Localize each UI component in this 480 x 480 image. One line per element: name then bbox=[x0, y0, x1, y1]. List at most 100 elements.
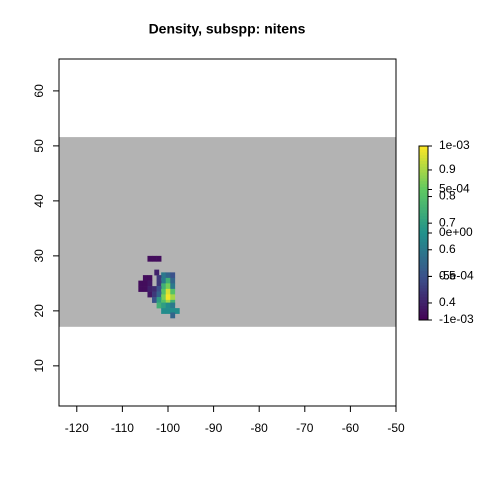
colorbar-tick-label: 0e+00 bbox=[439, 225, 473, 239]
colorbar-step bbox=[419, 299, 428, 304]
colorbar-step bbox=[419, 230, 428, 234]
raster-cell bbox=[156, 280, 162, 287]
colorbar-step bbox=[419, 224, 428, 228]
colorbar-step bbox=[419, 195, 428, 199]
raster-cell bbox=[161, 288, 167, 295]
x-tick-label: -90 bbox=[205, 421, 223, 435]
colorbar-step bbox=[419, 148, 428, 153]
raster-cell bbox=[170, 283, 176, 290]
colorbar-step bbox=[419, 317, 428, 321]
colorbar-step bbox=[419, 163, 428, 167]
plot-area bbox=[59, 137, 396, 327]
colorbar-step bbox=[419, 296, 428, 301]
colorbar-step bbox=[419, 177, 428, 182]
y-tick-label: 10 bbox=[32, 359, 46, 373]
colorbar-tick-label: -5e-04 bbox=[439, 269, 474, 283]
raster-cell bbox=[142, 286, 148, 292]
colorbar-step bbox=[419, 233, 428, 237]
raster-cell bbox=[165, 277, 171, 284]
x-tick-label: -80 bbox=[251, 421, 269, 435]
raster-cell bbox=[170, 272, 176, 279]
colorbar-step bbox=[419, 160, 428, 164]
colorbar-step bbox=[419, 212, 428, 217]
colorbar-step bbox=[419, 247, 428, 251]
raster-cell bbox=[165, 308, 171, 314]
y-tick-label: 30 bbox=[32, 249, 46, 263]
raster-cell bbox=[170, 294, 176, 301]
raster-cell bbox=[156, 286, 162, 292]
colorbar-step bbox=[419, 221, 428, 225]
raster-cell bbox=[170, 308, 176, 314]
raster-cell bbox=[152, 255, 157, 262]
raster-cell bbox=[156, 255, 162, 262]
colorbar-step bbox=[419, 264, 428, 269]
raster-cell bbox=[147, 275, 153, 281]
colorbar-step bbox=[419, 273, 428, 277]
colorbar-step bbox=[419, 293, 428, 298]
raster-cell bbox=[170, 288, 176, 295]
colorbar-step bbox=[419, 183, 428, 188]
y-tick-label: 60 bbox=[32, 84, 46, 98]
colorbar-step bbox=[419, 308, 428, 312]
colorbar-step bbox=[419, 201, 428, 205]
colorbar-step bbox=[419, 314, 428, 318]
colorbar-step bbox=[419, 180, 428, 185]
colorbar-step bbox=[419, 241, 428, 246]
colorbar-tick-label: 5e-04 bbox=[439, 182, 470, 196]
colorbar-step bbox=[419, 172, 428, 176]
raster-cell bbox=[156, 297, 162, 303]
colorbar-step bbox=[419, 206, 428, 211]
colorbar-step bbox=[419, 256, 428, 260]
raster-cell bbox=[174, 308, 180, 314]
colorbar-step bbox=[419, 146, 428, 150]
raster-cell bbox=[152, 297, 157, 303]
colorbar-tick-label: 0.7 bbox=[439, 215, 456, 229]
colorbar-step bbox=[419, 285, 428, 289]
colorbar-step bbox=[419, 166, 428, 170]
x-tick-label: -110 bbox=[111, 421, 134, 435]
raster-cell bbox=[161, 308, 167, 314]
raster-cell bbox=[142, 275, 148, 281]
colorbar-step bbox=[419, 244, 428, 248]
colorbar-step bbox=[419, 259, 428, 263]
colorbar-step bbox=[419, 175, 428, 179]
colorbar-step bbox=[419, 288, 428, 292]
colorbar-tick-label: 0.8 bbox=[439, 189, 456, 203]
raster-cell bbox=[147, 291, 153, 298]
raster-cell bbox=[161, 294, 167, 301]
raster-cell bbox=[156, 291, 162, 298]
colorbar-step bbox=[419, 186, 428, 190]
raster-cell bbox=[154, 269, 160, 276]
colorbar-tick-label: 0.4 bbox=[439, 295, 456, 309]
raster-cell bbox=[165, 283, 171, 290]
raster-cell bbox=[152, 286, 157, 292]
raster-cell bbox=[170, 312, 176, 319]
colorbar-tick-label: 0.9 bbox=[439, 162, 456, 176]
colorbar-step bbox=[419, 198, 428, 202]
y-tick-label: 50 bbox=[32, 139, 46, 153]
colorbar-step bbox=[419, 157, 428, 161]
raster-cell bbox=[165, 294, 171, 301]
raster-cell bbox=[161, 302, 167, 309]
mask-band bbox=[59, 137, 396, 327]
raster-cell bbox=[161, 277, 167, 284]
raster-cell bbox=[170, 277, 176, 284]
raster-cell bbox=[147, 286, 153, 292]
raster-cell bbox=[170, 302, 176, 309]
colorbar-tick-label: -1e-03 bbox=[439, 312, 474, 326]
colorbar-step bbox=[419, 311, 428, 315]
x-tick-label: -50 bbox=[387, 421, 405, 435]
colorbar-step bbox=[419, 215, 428, 219]
colorbar-step bbox=[419, 279, 428, 283]
x-tick-label: -60 bbox=[342, 421, 360, 435]
colorbar-step bbox=[419, 151, 428, 156]
colorbar-step bbox=[419, 282, 428, 286]
colorbar-tick-label: 0.5 bbox=[439, 269, 456, 283]
colorbar-step bbox=[419, 253, 428, 257]
raster-cell bbox=[156, 302, 162, 309]
colorbar-step bbox=[419, 227, 428, 231]
colorbar-tick-label: 0.6 bbox=[439, 242, 456, 256]
raster-cell bbox=[156, 275, 162, 281]
